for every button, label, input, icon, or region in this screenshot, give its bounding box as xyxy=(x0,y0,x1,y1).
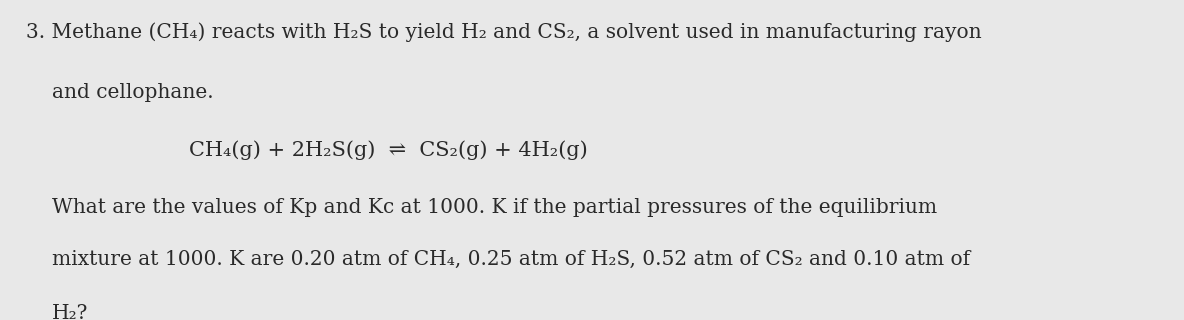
Text: What are the values of Kp and Kc at 1000. K if the partial pressures of the equi: What are the values of Kp and Kc at 1000… xyxy=(52,198,938,217)
Text: CH₄(g) + 2H₂S(g)  ⇌  CS₂(g) + 4H₂(g): CH₄(g) + 2H₂S(g) ⇌ CS₂(g) + 4H₂(g) xyxy=(189,141,588,160)
Text: H₂?: H₂? xyxy=(52,304,89,320)
Text: and cellophane.: and cellophane. xyxy=(52,83,214,102)
Text: mixture at 1000. K are 0.20 atm of CH₄, 0.25 atm of H₂S, 0.52 atm of CS₂ and 0.1: mixture at 1000. K are 0.20 atm of CH₄, … xyxy=(52,250,970,268)
Text: 3. Methane (CH₄) reacts with H₂S to yield H₂ and CS₂, a solvent used in manufact: 3. Methane (CH₄) reacts with H₂S to yiel… xyxy=(26,22,982,42)
